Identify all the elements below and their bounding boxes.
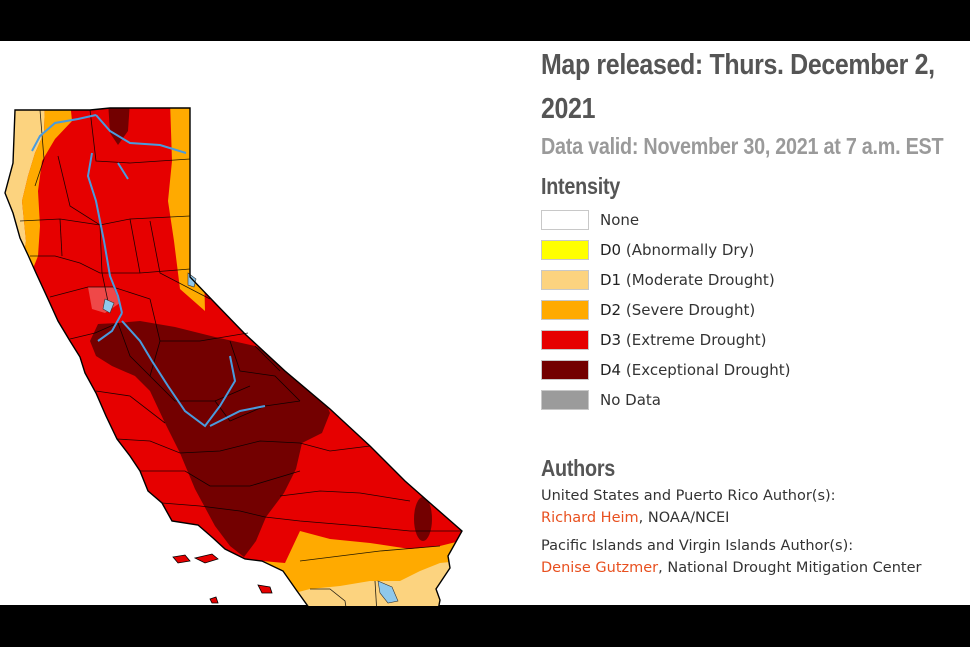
legend-item-d4: D4 (Exceptional Drought) xyxy=(541,355,961,385)
legend-swatch-d0 xyxy=(541,240,589,260)
author-role: Pacific Islands and Virgin Islands Autho… xyxy=(541,538,854,554)
author-org: , National Drought Mitigation Center xyxy=(658,560,922,576)
legend-swatch-no-data xyxy=(541,390,589,410)
legend-code: D4 xyxy=(600,361,622,379)
legend-item-d0: D0 (Abnormally Dry) xyxy=(541,235,961,265)
content-area: Map released: Thurs. December 2, 2021 Da… xyxy=(0,41,970,606)
legend-item-d1: D1 (Moderate Drought) xyxy=(541,265,961,295)
legend-swatch-d3 xyxy=(541,330,589,350)
legend-item-d3: D3 (Extreme Drought) xyxy=(541,325,961,355)
legend-code: D0 xyxy=(600,241,622,259)
legend-item-d2: D2 (Severe Drought) xyxy=(541,295,961,325)
d4-desert-spot xyxy=(414,497,432,541)
author-link-denise-gutzmer[interactable]: Denise Gutzmer xyxy=(541,560,659,576)
legend-code: D1 xyxy=(600,271,622,289)
d4-central xyxy=(90,321,330,557)
data-valid-subtitle: Data valid: November 30, 2021 at 7 a.m. … xyxy=(541,133,944,159)
legend-code: D2 xyxy=(600,301,622,319)
rivers xyxy=(31,114,266,428)
legend-swatch-d2 xyxy=(541,300,589,320)
legend-item-none: None xyxy=(541,205,961,235)
author-org: , NOAA/NCEI xyxy=(638,510,730,526)
legend-label: None xyxy=(600,211,640,229)
legend-label: (Abnormally Dry) xyxy=(625,241,755,259)
california-drought-map xyxy=(4,107,463,606)
legend-label: No Data xyxy=(600,391,661,409)
legend-swatch-none xyxy=(541,210,589,230)
legend-item-no-data: No Data xyxy=(541,385,961,415)
legend-label: (Exceptional Drought) xyxy=(625,361,791,379)
legend-label: (Extreme Drought) xyxy=(625,331,767,349)
info-panel: Map released: Thurs. December 2, 2021 Da… xyxy=(541,43,961,579)
d2-north-coast xyxy=(20,108,72,281)
legend-swatch-d4 xyxy=(541,360,589,380)
drought-areas xyxy=(5,108,462,606)
author-link-richard-heim[interactable]: Richard Heim xyxy=(541,510,639,526)
author-role: United States and Puerto Rico Author(s): xyxy=(541,488,836,504)
map-release-title: Map released: Thurs. December 2, 2021 xyxy=(541,49,935,125)
author-entry: Richard Heim, NOAA/NCEI xyxy=(541,507,961,529)
legend-label: (Severe Drought) xyxy=(625,301,756,319)
d1-south xyxy=(283,561,462,606)
intensity-legend: None D0 (Abnormally Dry) D1 (Moderate Dr… xyxy=(541,205,961,415)
legend-label: (Moderate Drought) xyxy=(625,271,775,289)
county-lines xyxy=(19,109,462,606)
intensity-heading: Intensity xyxy=(541,173,621,199)
legend-swatch-d1 xyxy=(541,270,589,290)
author-entry: Denise Gutzmer, National Drought Mitigat… xyxy=(541,557,961,579)
channel-islands xyxy=(172,553,273,604)
legend-code: D3 xyxy=(600,331,622,349)
california-outline xyxy=(4,107,463,606)
authors-heading: Authors xyxy=(541,455,616,481)
